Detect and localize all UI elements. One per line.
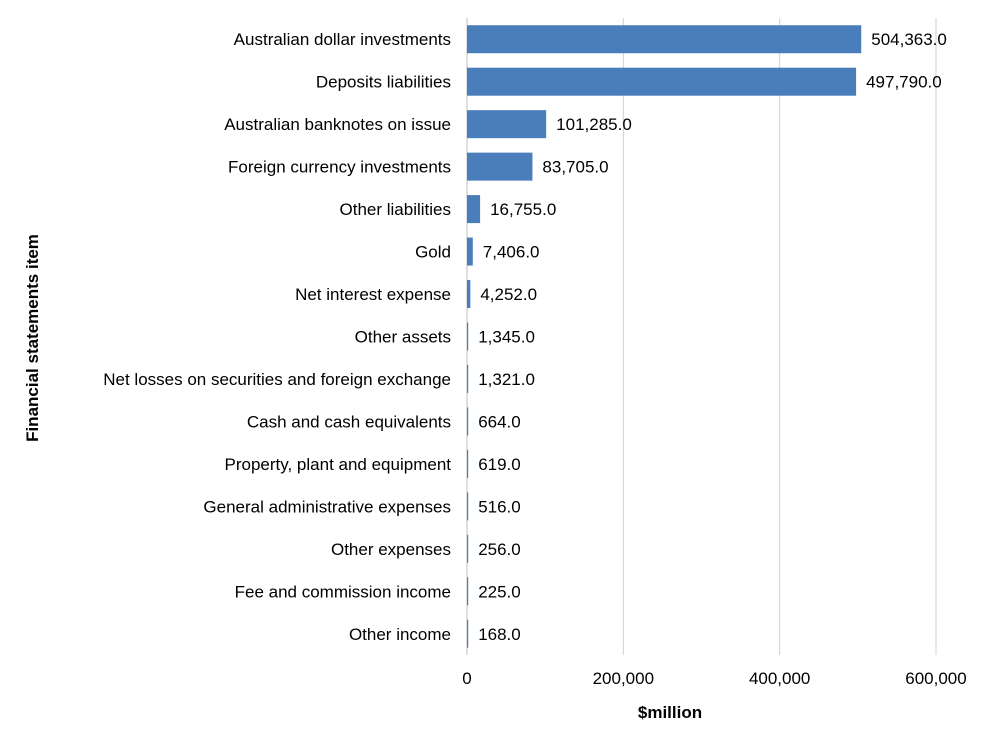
category-label: Other assets [355,328,451,347]
data-label: 1,345.0 [478,328,535,347]
data-label: 168.0 [478,625,521,644]
data-label: 516.0 [478,497,521,516]
x-tick-labels: 0 200,000 400,000 600,000 [462,669,966,688]
data-label: 1,321.0 [478,370,535,389]
category-label: Property, plant and equipment [225,455,452,474]
category-label: Net losses on securities and foreign exc… [103,370,451,389]
category-label: Gold [415,243,451,262]
data-label: 83,705.0 [542,158,608,177]
data-label: 16,755.0 [490,200,556,219]
bar [467,67,857,96]
bar [467,619,469,648]
category-label: Other liabilities [340,200,452,219]
data-label: 497,790.0 [866,73,942,92]
x-tick-label: 600,000 [905,669,966,688]
category-label: Australian dollar investments [234,30,451,49]
data-labels: 504,363.0 497,790.0 101,285.0 83,705.0 16,75… [478,30,947,644]
category-label: General administrative expenses [203,497,451,516]
bar [467,280,471,309]
bar [467,322,469,351]
bar [467,449,469,478]
y-axis-title: Financial statements item [23,234,42,442]
bar [467,152,533,181]
category-label: Deposits liabilities [316,73,451,92]
bar [467,364,469,393]
bar [467,110,547,139]
bar [467,25,862,54]
bar [467,492,469,521]
data-label: 504,363.0 [871,30,947,49]
x-tick-label: 400,000 [749,669,810,688]
category-label: Net interest expense [295,285,451,304]
category-labels: Australian dollar investments Deposits li… [103,30,451,644]
category-label: Fee and commission income [235,582,451,601]
bar [467,407,469,436]
x-tick-label: 200,000 [593,669,654,688]
category-label: Other income [349,625,451,644]
bar [467,534,469,563]
category-label: Cash and cash equivalents [247,412,451,431]
bar [467,237,473,266]
x-tick-label: 0 [462,669,471,688]
data-label: 256.0 [478,540,521,559]
data-label: 7,406.0 [483,243,540,262]
data-label: 101,285.0 [556,115,632,134]
data-label: 225.0 [478,582,521,601]
bars [467,25,862,648]
bar [467,577,469,606]
category-label: Australian banknotes on issue [224,115,451,134]
category-label: Foreign currency investments [228,158,451,177]
data-label: 664.0 [478,412,521,431]
category-label: Other expenses [331,540,451,559]
data-label: 619.0 [478,455,521,474]
x-axis-title: $million [638,703,702,722]
bar [467,195,481,224]
data-label: 4,252.0 [480,285,537,304]
